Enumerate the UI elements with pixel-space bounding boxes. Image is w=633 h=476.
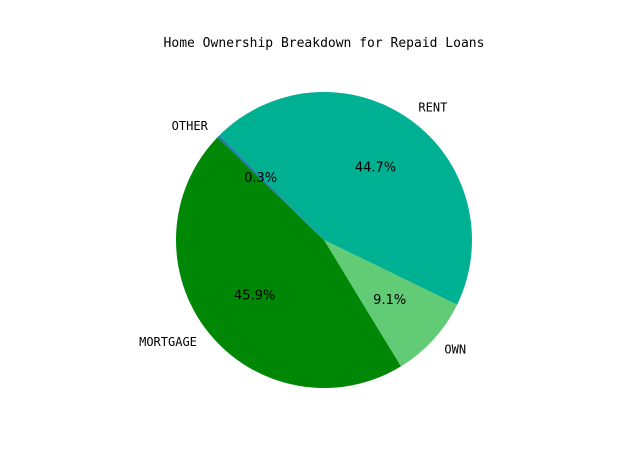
slice-percent-mortgage: 45.9% bbox=[234, 289, 275, 304]
slice-label-rent: RENT bbox=[418, 100, 447, 114]
slice-percent-own: 9.1% bbox=[373, 293, 406, 308]
slice-label-other: OTHER bbox=[172, 119, 209, 133]
pie-slice-own bbox=[324, 240, 458, 367]
pie-slices bbox=[176, 92, 472, 388]
chart-title: Home Ownership Breakdown for Repaid Loan… bbox=[164, 36, 485, 51]
pie-labels: RENT 44.7% OWN 9.1% MORTGAGE 45.9% OTHER 0.3% bbox=[139, 100, 466, 356]
slice-percent-rent: 44.7% bbox=[355, 161, 396, 176]
slice-label-own: OWN bbox=[444, 343, 466, 357]
slice-percent-other: 0.3% bbox=[244, 171, 277, 186]
slice-label-mortgage: MORTGAGE bbox=[139, 335, 197, 349]
pie-slice-mortgage bbox=[176, 137, 401, 388]
pie-slice-other bbox=[217, 135, 324, 240]
pie-slice-rent bbox=[219, 92, 472, 305]
